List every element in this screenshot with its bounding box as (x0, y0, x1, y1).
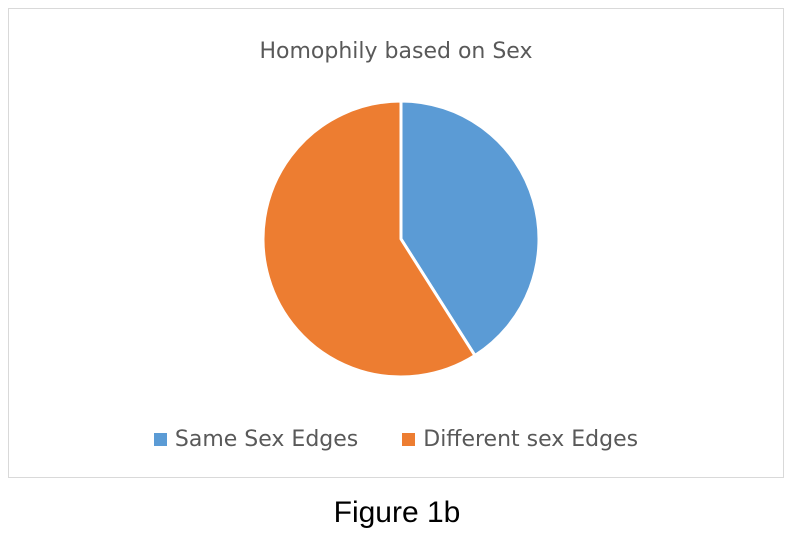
legend-label-same-sex: Same Sex Edges (174, 427, 359, 452)
legend-label-different-sex: Different sex Edges (423, 427, 639, 452)
legend-swatch-different-sex (402, 433, 416, 446)
legend-item-different-sex: Different sex Edges (402, 427, 638, 452)
legend: Same Sex Edges Different sex Edges (9, 427, 783, 452)
chart-title: Homophily based on Sex (259, 39, 533, 64)
pie-slice-different-sex (261, 99, 477, 379)
legend-swatch-same-sex (153, 433, 167, 446)
pie-chart (261, 99, 541, 379)
chart-frame: Homophily based on Sex Same Sex Edges Di… (8, 8, 784, 478)
figure-caption: Figure 1b (333, 496, 461, 529)
legend-item-same-sex: Same Sex Edges (153, 427, 359, 452)
